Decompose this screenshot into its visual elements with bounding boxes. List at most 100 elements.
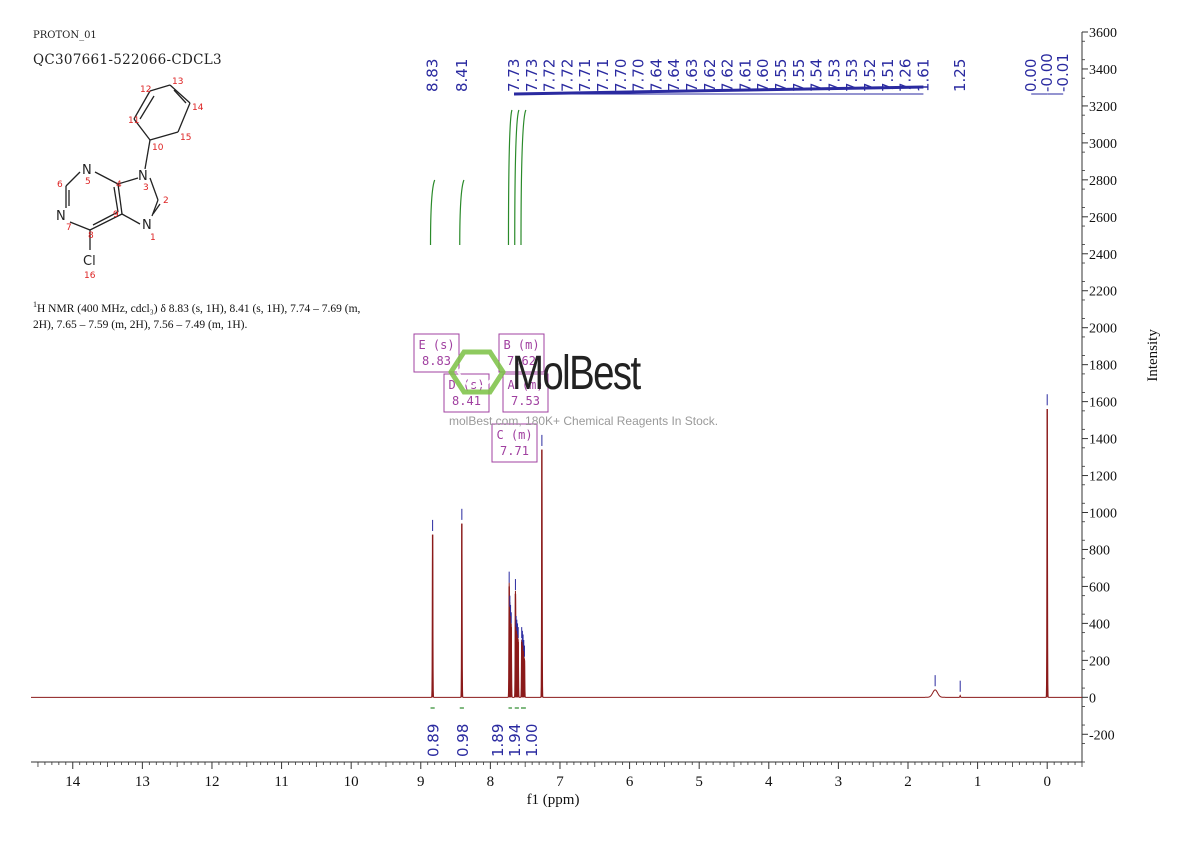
multiplet-box (502, 373, 549, 413)
spectrum-group (31, 394, 1082, 698)
svg-text:14: 14 (192, 103, 204, 113)
peak-label: 7.26 (897, 59, 915, 92)
multiplet-box (498, 333, 545, 373)
x-tick-label: 1 (974, 774, 982, 790)
watermark-tagline: molBest.com, 180K+ Chemical Reagents In … (449, 414, 719, 428)
peak-label: 1.61 (914, 59, 932, 92)
peak-label: 7.53 (843, 59, 861, 92)
y-tick-label: 2600 (1089, 211, 1117, 226)
svg-text:3: 3 (143, 183, 149, 193)
multiplet-label: B (m) (503, 338, 539, 352)
peak-label: -0.01 (1054, 53, 1072, 92)
integral-value: 1.89 (489, 724, 507, 757)
y-tick-label: 1000 (1089, 507, 1117, 522)
peak-label: 1.25 (951, 59, 969, 92)
y-axis-title: Intensity (1145, 329, 1161, 382)
y-tick-label: 1600 (1089, 396, 1117, 411)
svg-text:2: 2 (163, 196, 169, 206)
y-tick-label: 2400 (1089, 248, 1117, 263)
integral-curve (507, 109, 513, 246)
nmr-description-text: H NMR (400 MHz, cdcl₃) δ 8.83 (s, 1H), 8… (33, 302, 361, 331)
peak-label: 7.54 (808, 59, 826, 92)
atom-n7: N (56, 209, 66, 224)
svg-text:1: 1 (150, 233, 156, 243)
multiplet-label: C (m) (496, 428, 532, 442)
watermark-brand: MolBest (512, 347, 641, 400)
x-tick-label: 0 (1043, 774, 1051, 790)
peak-label: 7.55 (790, 59, 808, 92)
integral-value: 1.94 (506, 724, 524, 757)
multiplet-shift: 7.71 (500, 444, 529, 458)
peak-label: 7.60 (754, 59, 772, 92)
y-tick-label: 0 (1089, 691, 1096, 706)
x-tick-label: 9 (417, 774, 425, 790)
svg-text:15: 15 (180, 133, 191, 143)
svg-text:11: 11 (128, 116, 139, 126)
x-tick-label: 12 (204, 774, 219, 790)
experiment-name: PROTON_01 (33, 30, 97, 41)
x-tick-label: 5 (695, 774, 703, 790)
atom-cl: Cl (83, 254, 96, 269)
peak-label: 7.70 (630, 59, 648, 92)
svg-text:10: 10 (152, 143, 164, 153)
nucleus-superscript: 1 (33, 300, 37, 309)
peak-label: 7.73 (523, 59, 541, 92)
spectrum-line (31, 409, 1082, 698)
peak-label: 7.55 (772, 59, 790, 92)
y-tick-label: 1800 (1089, 359, 1117, 374)
multiplet-box (491, 423, 538, 463)
x-tick-label: 2 (904, 774, 912, 790)
x-tick-label: 7 (556, 774, 564, 790)
peak-label: 7.72 (558, 59, 576, 92)
svg-text:12: 12 (140, 85, 151, 95)
x-tick-label: 6 (626, 774, 634, 790)
peak-label-bracket (513, 85, 924, 96)
y-tick-label: 3000 (1089, 137, 1117, 152)
atom-n1: N (142, 218, 152, 233)
watermark-logo-icon (448, 349, 506, 395)
y-tick-label: 3600 (1089, 26, 1117, 41)
integral-curve (520, 109, 527, 246)
molecule-structure (65, 84, 191, 250)
peak-label: 7.72 (541, 59, 559, 92)
y-tick-label: -200 (1089, 728, 1115, 743)
x-tick-label: 4 (765, 774, 773, 790)
x-tick-label: 3 (835, 774, 843, 790)
integral-curve (514, 109, 520, 246)
peak-label: 8.41 (453, 59, 471, 92)
peak-label: 7.62 (701, 59, 719, 92)
peak-label: 8.83 (424, 59, 442, 92)
integral-curves (429, 109, 527, 246)
multiplet-boxes: E (s)8.83D (s)8.41B (m)7.62A (m)7.53C (m… (413, 333, 549, 463)
peak-label: -0.00 (1038, 53, 1056, 92)
svg-text:7: 7 (66, 223, 72, 233)
integral-value: 0.98 (454, 724, 472, 757)
nmr-description: 1H NMR (400 MHz, cdcl₃) δ 8.83 (s, 1H), … (33, 297, 383, 333)
svg-text:9: 9 (113, 210, 119, 220)
x-tick-label: 8 (487, 774, 495, 790)
multiplet-box (413, 333, 460, 373)
multiplet-shift: 8.83 (422, 354, 451, 368)
multiplet-label: E (s) (418, 338, 454, 352)
svg-text:13: 13 (172, 77, 183, 87)
peak-label: 7.63 (683, 59, 701, 92)
y-tick-label: 3400 (1089, 63, 1117, 78)
peak-labels-group: 8.83 8.41 7.73 7.73 7.72 7.72 7.71 7.71 7.70 7.70… (424, 53, 1072, 96)
peak-label: 7.71 (594, 59, 612, 92)
multiplet-label: A (m) (507, 378, 543, 392)
peak-label: 7.73 (505, 59, 523, 92)
svg-text:8: 8 (88, 231, 94, 241)
peak-label: 7.70 (612, 59, 630, 92)
peak-label: 7.51 (879, 59, 897, 92)
integral-curve (459, 179, 465, 246)
peak-label: 7.71 (576, 59, 594, 92)
peak-label: 7.62 (719, 59, 737, 92)
multiplet-shift: 7.53 (511, 394, 540, 408)
axes-group: 14 13 12 11 10 9 8 7 6 5 4 3 2 1 0f1 (ppm)360034003200… (31, 26, 1161, 808)
x-tick-label: 13 (135, 774, 150, 790)
y-tick-label: 2000 (1089, 322, 1117, 337)
multiplet-shift: 8.41 (452, 394, 481, 408)
peak-label: 7.61 (736, 59, 754, 92)
y-tick-label: 2200 (1089, 285, 1117, 300)
peak-label: 7.53 (825, 59, 843, 92)
